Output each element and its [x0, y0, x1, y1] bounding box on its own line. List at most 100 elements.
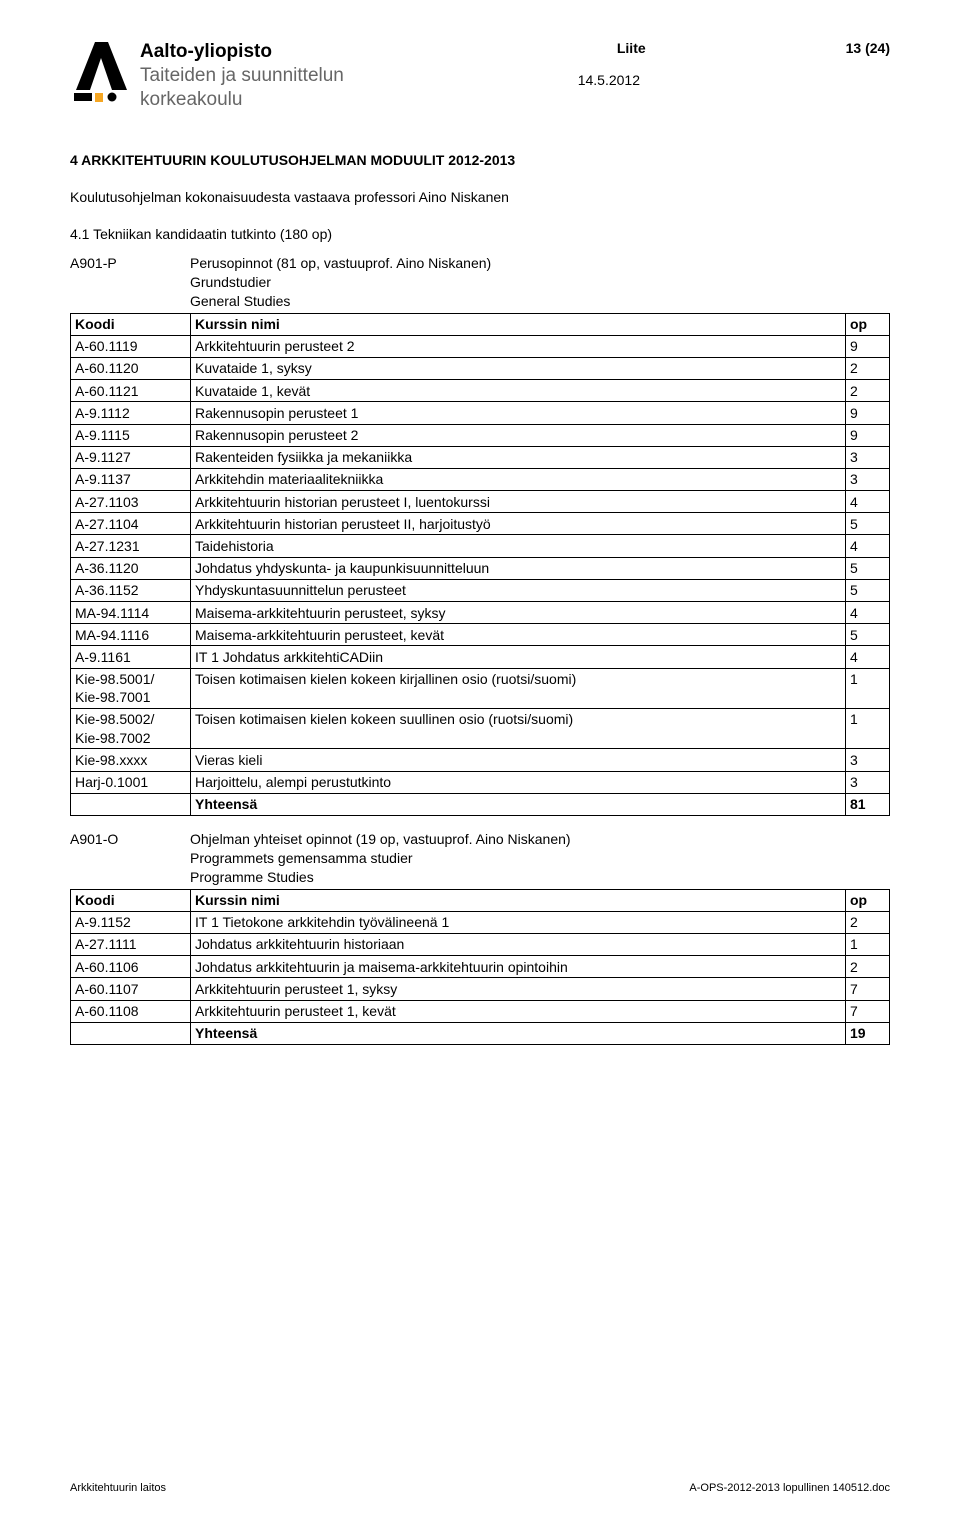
footer-left: Arkkitehtuurin laitos	[70, 1482, 166, 1494]
cell-code: Kie-98.5001/ Kie-98.7001	[71, 668, 191, 708]
table-2-header-row: Koodi Kurssin nimi op	[71, 889, 890, 911]
cell-code: A-36.1152	[71, 579, 191, 601]
cell-name: Harjoittelu, alempi perustutkinto	[191, 771, 846, 793]
institution-line-2: Taiteiden ja suunnittelun	[140, 64, 344, 88]
cell-name: Toisen kotimaisen kielen kokeen kirjalli…	[191, 668, 846, 708]
table-row: A-27.1111Johdatus arkkitehtuurin histori…	[71, 933, 890, 955]
cell-op: 2	[846, 357, 890, 379]
total-label: Yhteensä	[191, 1022, 846, 1044]
cell-name: Rakennusopin perusteet 1	[191, 402, 846, 424]
header-row-1: Liite 13 (24)	[344, 40, 890, 56]
block2-title2: Programmets gemensamma studier	[190, 849, 890, 868]
table-row: A-9.1161IT 1 Johdatus arkkitehtiCADiin4	[71, 646, 890, 668]
table-row: Kie-98.5001/ Kie-98.7001Toisen kotimaise…	[71, 668, 890, 708]
cell-code: A-9.1161	[71, 646, 191, 668]
cell-code: A-60.1106	[71, 956, 191, 978]
cell-name: Johdatus arkkitehtuurin ja maisema-arkki…	[191, 956, 846, 978]
header-date: 14.5.2012	[578, 72, 640, 88]
footer: Arkkitehtuurin laitos A-OPS-2012-2013 lo…	[70, 1482, 890, 1494]
cell-code: A-9.1115	[71, 424, 191, 446]
total-empty	[71, 1022, 191, 1044]
cell-op: 4	[846, 602, 890, 624]
col-op-2: op	[846, 889, 890, 911]
table-row: A-36.1152Yhdyskuntasuunnittelun perustee…	[71, 579, 890, 601]
institution-line-3: korkeakoulu	[140, 88, 344, 112]
cell-code: Kie-98.xxxx	[71, 749, 191, 771]
table-row: MA-94.1116Maisema-arkkitehtuurin peruste…	[71, 624, 890, 646]
cell-name: Rakennusopin perusteet 2	[191, 424, 846, 446]
cell-name: IT 1 Johdatus arkkitehtiCADiin	[191, 646, 846, 668]
total-label: Yhteensä	[191, 793, 846, 815]
total-value: 81	[846, 793, 890, 815]
cell-name: Toisen kotimaisen kielen kokeen suulline…	[191, 708, 846, 748]
table-row: Kie-98.xxxxVieras kieli3	[71, 749, 890, 771]
table-1-header-row: Koodi Kurssin nimi op	[71, 313, 890, 335]
cell-op: 9	[846, 424, 890, 446]
cell-op: 4	[846, 491, 890, 513]
cell-code: A-60.1107	[71, 978, 191, 1000]
table-row: A-9.1127Rakenteiden fysiikka ja mekaniik…	[71, 446, 890, 468]
table-total-row: Yhteensä19	[71, 1022, 890, 1044]
table-row: A-27.1104Arkkitehtuurin historian perust…	[71, 513, 890, 535]
table-row: A-9.1112Rakennusopin perusteet 19	[71, 402, 890, 424]
table-row: A-60.1120Kuvataide 1, syksy2	[71, 357, 890, 379]
cell-op: 9	[846, 402, 890, 424]
cell-name: Arkkitehdin materiaalitekniikka	[191, 468, 846, 490]
cell-code: Harj-0.1001	[71, 771, 191, 793]
logo-text: Aalto-yliopisto Taiteiden ja suunnittelu…	[140, 40, 344, 111]
cell-name: Arkkitehtuurin historian perusteet II, h…	[191, 513, 846, 535]
header-right: Liite 13 (24) 14.5.2012	[344, 40, 890, 88]
block2-title1: Ohjelman yhteiset opinnot (19 op, vastuu…	[190, 830, 890, 849]
block2-code: A901-O	[70, 830, 190, 849]
cell-name: Arkkitehtuurin perusteet 2	[191, 335, 846, 357]
total-value: 19	[846, 1022, 890, 1044]
cell-name: Taidehistoria	[191, 535, 846, 557]
cell-code: A-36.1120	[71, 557, 191, 579]
table-row: Harj-0.1001Harjoittelu, alempi perustutk…	[71, 771, 890, 793]
block1-code: A901-P	[70, 254, 190, 273]
table-row: MA-94.1114Maisema-arkkitehtuurin peruste…	[71, 602, 890, 624]
cell-op: 3	[846, 771, 890, 793]
table-row: A-9.1137Arkkitehdin materiaalitekniikka3	[71, 468, 890, 490]
table-row: A-27.1231Taidehistoria4	[71, 535, 890, 557]
cell-op: 4	[846, 646, 890, 668]
block1-title2: Grundstudier	[190, 273, 890, 292]
table-row: A-60.1107Arkkitehtuurin perusteet 1, syk…	[71, 978, 890, 1000]
cell-name: Kuvataide 1, syksy	[191, 357, 846, 379]
cell-op: 2	[846, 956, 890, 978]
table-row: A-60.1119Arkkitehtuurin perusteet 29	[71, 335, 890, 357]
cell-op: 2	[846, 380, 890, 402]
table-row: Kie-98.5002/ Kie-98.7002Toisen kotimaise…	[71, 708, 890, 748]
cell-op: 9	[846, 335, 890, 357]
cell-name: Arkkitehtuurin historian perusteet I, lu…	[191, 491, 846, 513]
cell-op: 1	[846, 668, 890, 708]
table-row: A-9.1115Rakennusopin perusteet 29	[71, 424, 890, 446]
header: Aalto-yliopisto Taiteiden ja suunnittelu…	[70, 40, 890, 111]
logo: Aalto-yliopisto Taiteiden ja suunnittelu…	[70, 40, 344, 111]
col-op: op	[846, 313, 890, 335]
table-row: A-36.1120Johdatus yhdyskunta- ja kaupunk…	[71, 557, 890, 579]
block1-desc: Perusopinnot (81 op, vastuuprof. Aino Ni…	[190, 254, 890, 311]
cell-name: IT 1 Tietokone arkkitehdin työvälineenä …	[191, 911, 846, 933]
block1-title1: Perusopinnot (81 op, vastuuprof. Aino Ni…	[190, 254, 890, 273]
cell-op: 3	[846, 446, 890, 468]
table-row: A-60.1108Arkkitehtuurin perusteet 1, kev…	[71, 1000, 890, 1022]
degree-title: 4.1 Tekniikan kandidaatin tutkinto (180 …	[70, 225, 890, 244]
block1-head: A901-P Perusopinnot (81 op, vastuuprof. …	[70, 254, 890, 311]
cell-code: MA-94.1114	[71, 602, 191, 624]
table-row: A-9.1152IT 1 Tietokone arkkitehdin työvä…	[71, 911, 890, 933]
cell-code: Kie-98.5002/ Kie-98.7002	[71, 708, 191, 748]
cell-op: 3	[846, 749, 890, 771]
content: 4 ARKKITEHTUURIN KOULUTUSOHJELMAN MODUUL…	[70, 151, 890, 1045]
cell-name: Arkkitehtuurin perusteet 1, syksy	[191, 978, 846, 1000]
cell-code: A-27.1104	[71, 513, 191, 535]
cell-op: 1	[846, 708, 890, 748]
cell-op: 7	[846, 1000, 890, 1022]
block2-head: A901-O Ohjelman yhteiset opinnot (19 op,…	[70, 830, 890, 887]
cell-op: 2	[846, 911, 890, 933]
table-2: Koodi Kurssin nimi op A-9.1152IT 1 Tieto…	[70, 889, 890, 1045]
cell-code: A-9.1127	[71, 446, 191, 468]
cell-code: A-27.1231	[71, 535, 191, 557]
cell-op: 1	[846, 933, 890, 955]
page: Aalto-yliopisto Taiteiden ja suunnittelu…	[0, 0, 960, 1516]
